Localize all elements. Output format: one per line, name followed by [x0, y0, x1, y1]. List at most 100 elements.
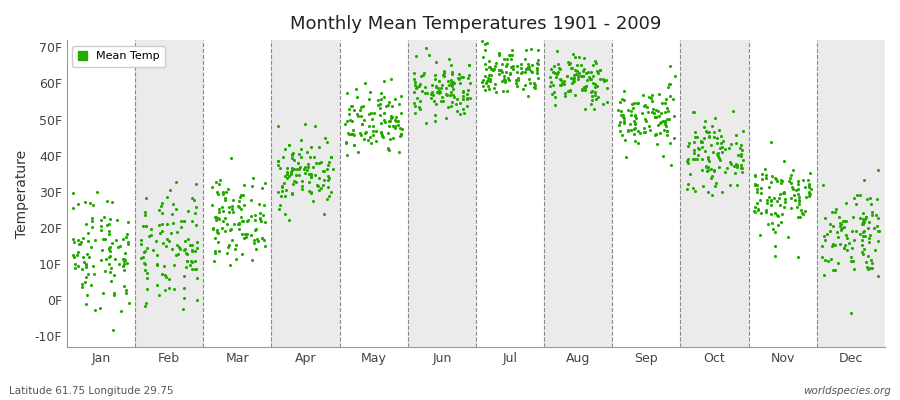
Point [187, 258, 202, 264]
Point [140, 286, 155, 292]
Point [455, 88, 470, 94]
Point [301, 161, 315, 167]
Point [664, 162, 679, 168]
Point [642, 94, 656, 100]
Point [729, 160, 743, 167]
Point [861, 266, 876, 272]
Point [861, 252, 876, 259]
Point [658, 108, 672, 115]
Point [860, 259, 874, 265]
Point [66, 251, 80, 258]
Point [560, 73, 574, 80]
Point [137, 249, 151, 255]
Point [306, 164, 320, 171]
Point [716, 149, 730, 155]
Point [208, 248, 222, 254]
Point [176, 306, 191, 312]
Point [212, 209, 226, 216]
Point [795, 210, 809, 217]
Point [660, 128, 674, 134]
Point [558, 90, 572, 96]
Point [701, 156, 716, 162]
Point [662, 81, 677, 88]
Point [453, 80, 467, 86]
Point [304, 174, 319, 180]
Point [857, 177, 871, 183]
Point [85, 215, 99, 221]
Point [828, 208, 842, 215]
Point [660, 132, 674, 138]
Point [582, 74, 597, 80]
Point [271, 162, 285, 168]
Point [688, 139, 702, 145]
Point [832, 214, 847, 220]
Legend: Mean Temp: Mean Temp [73, 46, 165, 67]
Point [547, 63, 562, 70]
Point [231, 203, 246, 210]
Point [209, 217, 223, 223]
Point [227, 221, 241, 228]
Point [139, 261, 153, 268]
Point [169, 228, 184, 235]
Point [300, 149, 314, 156]
Point [152, 222, 166, 228]
Point [850, 192, 864, 198]
Point [840, 234, 854, 241]
Point [491, 50, 506, 56]
Point [552, 65, 566, 72]
Point [644, 92, 659, 98]
Point [108, 256, 122, 262]
Point [637, 125, 652, 132]
Point [320, 177, 335, 183]
Point [374, 132, 389, 138]
Point [500, 56, 514, 62]
Point [511, 75, 526, 81]
Text: Latitude 61.75 Longitude 29.75: Latitude 61.75 Longitude 29.75 [9, 386, 174, 396]
Point [70, 201, 85, 208]
Point [205, 183, 220, 190]
Point [566, 79, 580, 85]
Point [247, 237, 261, 244]
Point [310, 183, 325, 189]
Point [700, 129, 715, 136]
Point [520, 61, 535, 67]
Point [183, 242, 197, 248]
Point [860, 264, 875, 270]
Point [578, 87, 592, 93]
Point [76, 254, 90, 260]
Point [589, 92, 603, 98]
Point [856, 229, 870, 235]
Point [529, 70, 544, 76]
Point [355, 121, 369, 128]
Point [274, 188, 289, 194]
Point [392, 149, 406, 155]
Point [707, 115, 722, 122]
Point [118, 257, 132, 263]
Point [735, 165, 750, 171]
Point [524, 68, 538, 74]
Point [215, 188, 230, 195]
Point [453, 100, 467, 106]
Point [231, 220, 246, 226]
Point [285, 150, 300, 156]
Point [72, 241, 86, 248]
Point [870, 166, 885, 173]
Point [525, 68, 539, 75]
Point [387, 117, 401, 123]
Point [734, 142, 748, 148]
Point [832, 234, 846, 240]
Point [768, 242, 782, 249]
Point [505, 52, 519, 59]
Point [386, 135, 400, 141]
Point [309, 160, 323, 166]
Point [437, 68, 452, 74]
Point [499, 69, 513, 76]
Point [311, 144, 326, 150]
Point [134, 236, 148, 243]
Point [615, 132, 629, 138]
Point [176, 218, 191, 224]
Point [832, 223, 847, 230]
Point [668, 72, 682, 79]
Point [311, 175, 326, 182]
Point [566, 76, 580, 82]
